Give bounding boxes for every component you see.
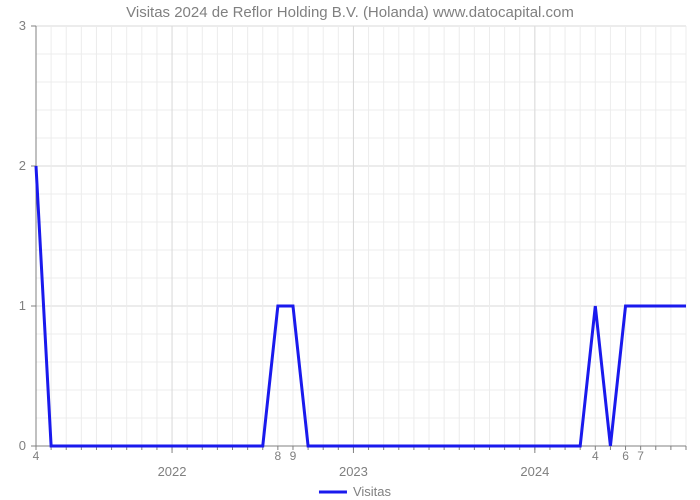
y-tick-label: 1: [19, 298, 26, 313]
x-minor-label: 4: [33, 449, 40, 463]
x-year-label: 2024: [520, 464, 549, 479]
x-minor-label: 7: [637, 449, 644, 463]
x-minor-label: 9: [290, 449, 297, 463]
line-chart: 0123489467202220232024Visitas: [0, 0, 700, 500]
x-year-label: 2022: [158, 464, 187, 479]
legend-label: Visitas: [353, 484, 392, 499]
y-tick-label: 0: [19, 438, 26, 453]
x-minor-label: 4: [592, 449, 599, 463]
y-tick-label: 2: [19, 158, 26, 173]
chart-title: Visitas 2024 de Reflor Holding B.V. (Hol…: [0, 4, 700, 21]
x-minor-label: 8: [275, 449, 282, 463]
x-minor-label: 6: [622, 449, 629, 463]
x-year-label: 2023: [339, 464, 368, 479]
